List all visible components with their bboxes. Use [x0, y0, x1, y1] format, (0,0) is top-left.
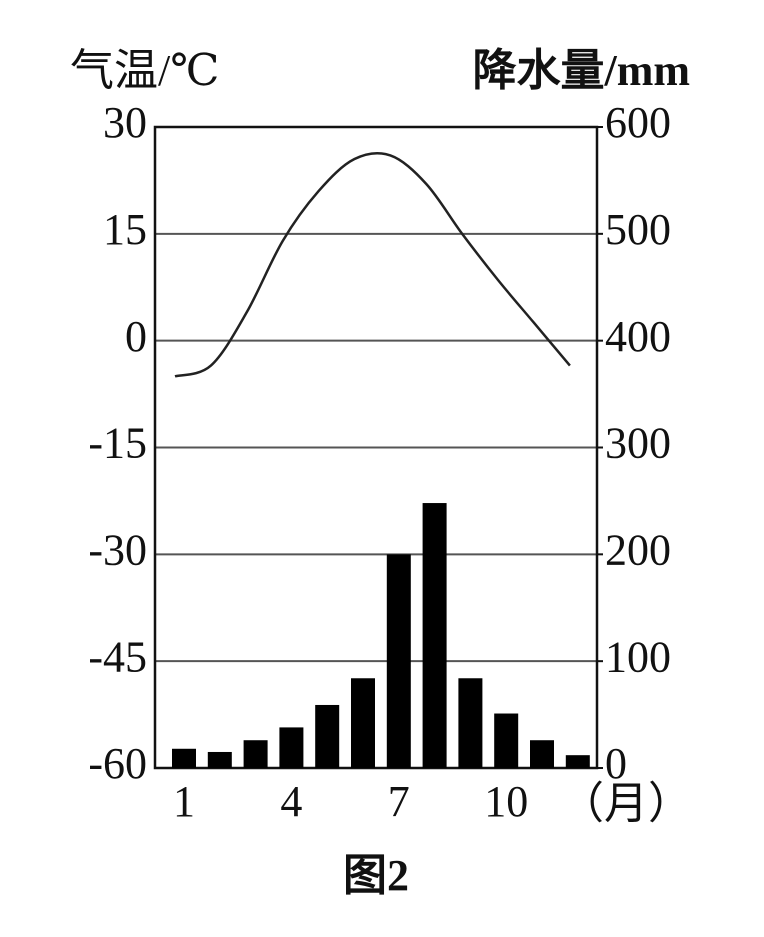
y2-tick-label: 500 [605, 205, 671, 254]
y-tick-label: 0 [125, 312, 147, 361]
bar [243, 740, 268, 768]
bar [279, 727, 304, 768]
y2-tick-label: 600 [605, 98, 671, 147]
x-tick-label: 4 [280, 777, 302, 826]
y-tick-label: -60 [88, 739, 147, 788]
y-tick-label: 15 [103, 205, 147, 254]
bar [315, 704, 340, 768]
plot-frame [153, 125, 599, 770]
y2-tick-label: 300 [605, 419, 671, 468]
y2-axis-label: 降水量/mm [472, 46, 690, 95]
bar [494, 713, 519, 768]
y-axis-label: 气温/℃ [70, 46, 219, 95]
y2-tick-label: 0 [605, 739, 627, 788]
bar [172, 748, 196, 768]
bar [422, 503, 447, 768]
bar [565, 755, 590, 768]
y-tick-label: -45 [88, 632, 147, 681]
bar [530, 740, 554, 768]
y-tick-label: -15 [88, 419, 147, 468]
bar [458, 678, 483, 768]
y2-tick-label: 100 [605, 632, 671, 681]
y2-tick-label: 400 [605, 312, 671, 361]
x-tick-label: 1 [173, 777, 195, 826]
x-axis-label: （月） [560, 779, 692, 828]
y-tick-label: 30 [103, 98, 147, 147]
x-tick-label: 7 [388, 777, 410, 826]
temperature-line [174, 151, 571, 378]
y-tick-label: -30 [88, 525, 147, 574]
bar [351, 678, 375, 768]
x-tick-label: 10 [484, 777, 528, 826]
bar [207, 751, 232, 768]
bar [386, 554, 411, 768]
y2-tick-label: 200 [605, 525, 671, 574]
caption: 图2 [343, 851, 409, 900]
